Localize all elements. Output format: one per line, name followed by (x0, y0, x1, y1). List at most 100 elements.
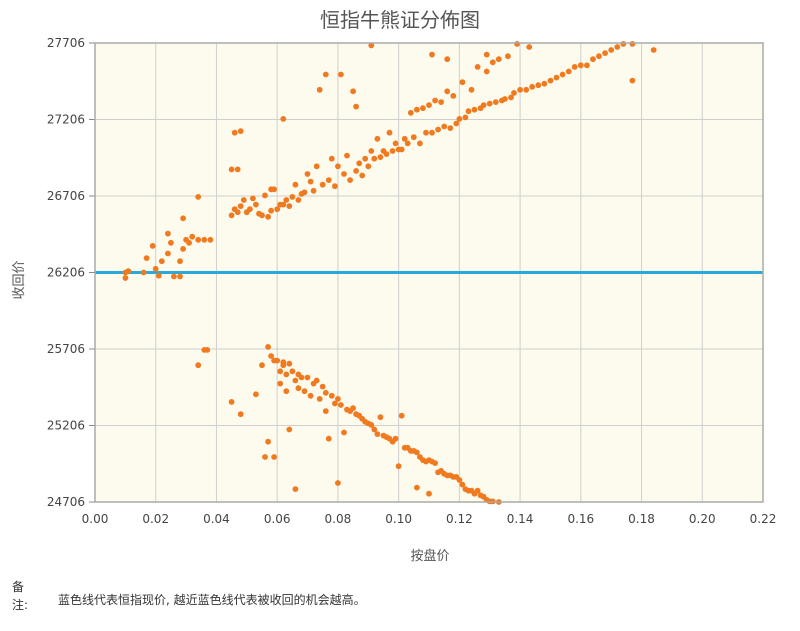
data-point[interactable] (292, 181, 299, 188)
data-point[interactable] (328, 392, 335, 399)
data-point[interactable] (502, 96, 508, 102)
data-point[interactable] (259, 212, 265, 219)
data-point[interactable] (508, 94, 514, 101)
data-point[interactable] (177, 273, 183, 280)
data-point[interactable] (271, 186, 277, 193)
data-point[interactable] (313, 163, 320, 170)
data-point[interactable] (265, 213, 271, 220)
data-point[interactable] (577, 62, 584, 69)
data-point[interactable] (429, 129, 435, 136)
data-point[interactable] (295, 385, 302, 392)
data-point[interactable] (426, 490, 432, 497)
data-point[interactable] (456, 477, 463, 483)
data-point[interactable] (356, 160, 363, 167)
data-point[interactable] (523, 86, 530, 93)
data-point[interactable] (319, 383, 326, 390)
data-point[interactable] (338, 71, 344, 78)
data-point[interactable] (459, 79, 466, 86)
data-point[interactable] (237, 411, 244, 418)
data-point[interactable] (389, 148, 396, 154)
data-point[interactable] (180, 215, 187, 222)
data-point[interactable] (298, 374, 305, 381)
data-point[interactable] (286, 426, 293, 433)
data-point[interactable] (350, 88, 356, 95)
data-point[interactable] (262, 192, 268, 199)
data-point[interactable] (253, 391, 259, 398)
data-point[interactable] (265, 344, 271, 350)
data-point[interactable] (456, 116, 463, 122)
data-point[interactable] (325, 177, 332, 184)
data-point[interactable] (371, 426, 378, 433)
data-point[interactable] (553, 74, 560, 81)
data-point[interactable] (307, 392, 314, 399)
data-point[interactable] (201, 236, 208, 243)
data-point[interactable] (186, 239, 193, 246)
data-point[interactable] (459, 481, 466, 488)
data-point[interactable] (602, 50, 608, 56)
data-point[interactable] (365, 163, 372, 170)
data-point[interactable] (207, 236, 214, 243)
data-point[interactable] (171, 273, 177, 280)
data-point[interactable] (313, 377, 320, 384)
data-point[interactable] (620, 41, 627, 47)
data-point[interactable] (368, 422, 375, 428)
data-point[interactable] (347, 177, 353, 184)
data-point[interactable] (274, 357, 281, 364)
data-point[interactable] (514, 41, 520, 47)
data-point[interactable] (571, 64, 578, 70)
data-point[interactable] (483, 68, 490, 75)
data-point[interactable] (429, 51, 435, 58)
data-point[interactable] (535, 82, 542, 89)
data-point[interactable] (304, 374, 311, 381)
data-point[interactable] (283, 197, 290, 203)
data-point[interactable] (180, 246, 187, 252)
data-point[interactable] (441, 123, 448, 130)
data-point[interactable] (368, 148, 375, 154)
data-point[interactable] (283, 371, 290, 378)
data-point[interactable] (629, 77, 636, 84)
data-point[interactable] (307, 178, 314, 185)
data-point[interactable] (401, 135, 408, 142)
data-point[interactable] (322, 71, 329, 78)
data-point[interactable] (195, 236, 202, 243)
data-point[interactable] (465, 108, 472, 115)
data-point[interactable] (374, 135, 381, 142)
data-point[interactable] (438, 99, 444, 105)
data-point[interactable] (407, 109, 414, 116)
data-point[interactable] (234, 209, 241, 216)
data-point[interactable] (462, 114, 469, 121)
data-point[interactable] (292, 377, 299, 384)
data-point[interactable] (304, 171, 311, 177)
data-point[interactable] (435, 126, 441, 133)
data-point[interactable] (332, 183, 338, 190)
data-point[interactable] (374, 431, 381, 437)
data-point[interactable] (414, 484, 420, 491)
data-point[interactable] (292, 486, 299, 492)
data-point[interactable] (122, 275, 129, 281)
data-point[interactable] (417, 140, 423, 147)
data-point[interactable] (328, 155, 335, 162)
data-point[interactable] (322, 389, 329, 396)
data-point[interactable] (335, 163, 341, 170)
data-point[interactable] (511, 90, 517, 96)
data-point[interactable] (280, 201, 287, 208)
data-point[interactable] (377, 414, 384, 421)
data-point[interactable] (608, 47, 615, 53)
data-point[interactable] (377, 154, 384, 161)
data-point[interactable] (474, 487, 481, 494)
data-point[interactable] (228, 166, 235, 173)
data-point[interactable] (289, 368, 296, 375)
data-point[interactable] (526, 44, 533, 50)
data-point[interactable] (125, 268, 132, 274)
data-point[interactable] (268, 207, 274, 214)
data-point[interactable] (295, 197, 302, 203)
data-point[interactable] (426, 102, 432, 108)
data-point[interactable] (505, 53, 511, 60)
data-point[interactable] (386, 129, 393, 136)
data-point[interactable] (247, 206, 253, 213)
data-point[interactable] (371, 155, 378, 162)
data-point[interactable] (444, 56, 451, 63)
data-point[interactable] (228, 399, 235, 405)
data-point[interactable] (353, 103, 359, 110)
data-point[interactable] (189, 233, 196, 240)
